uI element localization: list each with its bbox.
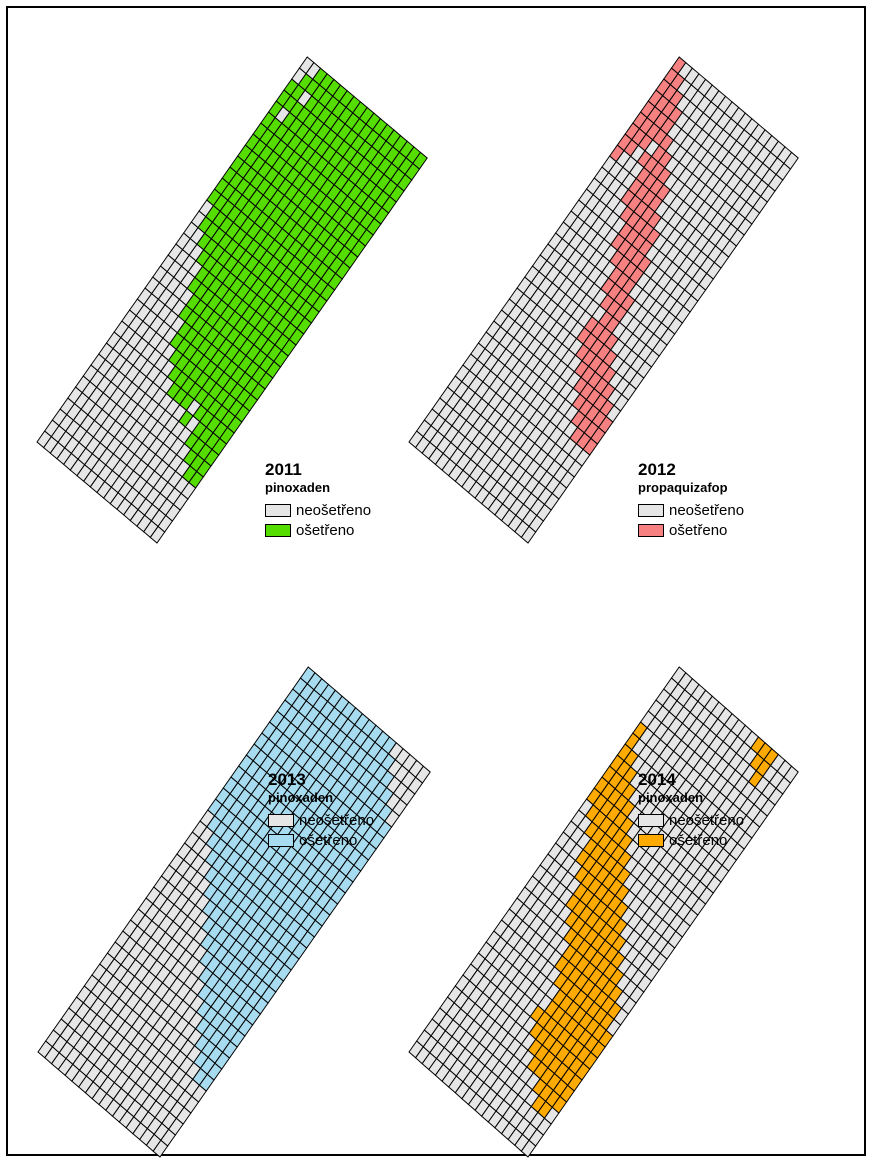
untreated-swatch [265,503,291,517]
legend-untreated-label: neošetřeno [299,811,375,829]
untreated-plot-cell [415,765,431,784]
legend-treated-label: ošetřeno [296,521,355,539]
legend-treated-label: ošetřeno [669,831,728,849]
legend-untreated: neošetřeno [268,810,374,830]
legend-herbicide: pinoxaden [638,790,704,805]
treated-plot-cell [412,151,428,170]
legend-year: 2014 [638,770,676,789]
untreated-plot-cell [783,151,799,170]
legend-treated-label: ošetřeno [299,831,358,849]
legend-untreated: neošetřeno [638,810,744,830]
legend-year: 2013 [268,770,306,789]
untreated-plot-cell [783,765,799,784]
untreated-swatch [638,813,664,827]
field-map-2014 [408,666,799,1158]
field-map-2013 [37,666,431,1158]
treated-swatch [638,833,664,847]
legend-untreated-label: neošetřeno [296,501,372,519]
legend-2012: 2012 propaquizafop neošetřeno ošetřeno [638,460,744,540]
treated-swatch [268,833,294,847]
legend-untreated-label: neošetřeno [669,811,745,829]
legend-treated: ošetřeno [638,520,744,540]
untreated-swatch [268,813,294,827]
legend-2013: 2013 pinoxaden neošetřeno ošetřeno [268,770,374,850]
legend-2011: 2011 pinoxaden neošetřeno ošetřeno [265,460,371,540]
legend-treated-label: ošetřeno [669,521,728,539]
legend-year: 2011 [265,460,302,479]
legend-herbicide: pinoxaden [268,790,334,805]
legend-year: 2012 [638,460,676,479]
legend-treated: ošetřeno [268,830,374,850]
field-map-2011 [36,56,428,544]
legend-herbicide: pinoxaden [265,480,331,495]
legend-untreated: neošetřeno [265,500,371,520]
legend-treated: ošetřeno [638,830,744,850]
legend-herbicide: propaquizafop [638,480,728,495]
treated-swatch [265,523,291,537]
untreated-swatch [638,503,664,517]
treated-swatch [638,523,664,537]
legend-2014: 2014 pinoxaden neošetřeno ošetřeno [638,770,744,850]
legend-untreated-label: neošetřeno [669,501,745,519]
legend-treated: ošetřeno [265,520,371,540]
field-map-2012 [408,56,799,544]
legend-untreated: neošetřeno [638,500,744,520]
